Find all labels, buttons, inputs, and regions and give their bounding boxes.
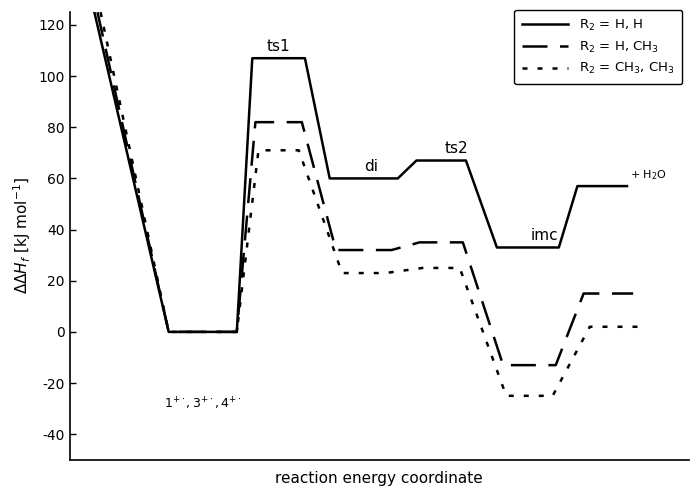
Text: imc: imc (531, 228, 559, 243)
Y-axis label: $\Delta\Delta H_f$ [kJ mol$^{-1}$]: $\Delta\Delta H_f$ [kJ mol$^{-1}$] (11, 177, 33, 294)
Legend: R$_2$ = H, H, R$_2$ = H, CH$_3$, R$_2$ = CH$_3$, CH$_3$: R$_2$ = H, H, R$_2$ = H, CH$_3$, R$_2$ =… (514, 10, 682, 84)
Text: ts2: ts2 (444, 141, 468, 156)
Text: ts1: ts1 (267, 39, 290, 54)
Text: $1^{+\cdot},3^{+\cdot},4^{+\cdot}$: $1^{+\cdot},3^{+\cdot},4^{+\cdot}$ (164, 396, 242, 412)
Text: di: di (364, 159, 378, 174)
Text: + H$_2$O: + H$_2$O (630, 168, 667, 182)
X-axis label: reaction energy coordinate: reaction energy coordinate (275, 471, 483, 486)
